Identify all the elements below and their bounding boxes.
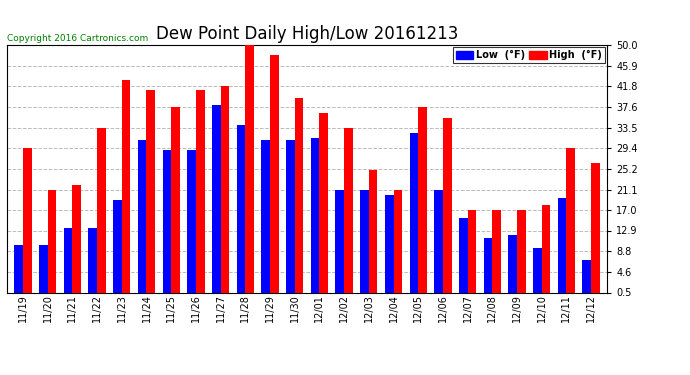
Bar (14, 245, 23, 295)
Bar (335, 190, 344, 295)
Legend: Low  (°F), High  (°F): Low (°F), High (°F) (453, 47, 605, 63)
Bar (270, 55, 279, 295)
Bar (262, 140, 270, 295)
Bar (591, 162, 600, 295)
Bar (23, 148, 32, 295)
Bar (163, 150, 171, 295)
Bar (48, 189, 57, 295)
Bar (72, 185, 81, 295)
Bar (393, 190, 402, 295)
Bar (121, 80, 130, 295)
Bar (385, 195, 393, 295)
Bar (138, 140, 146, 295)
Bar (88, 228, 97, 295)
Bar (39, 245, 48, 295)
Bar (97, 128, 106, 295)
Bar (237, 125, 245, 295)
Bar (533, 248, 542, 295)
Text: Copyright 2016 Cartronics.com: Copyright 2016 Cartronics.com (7, 33, 148, 42)
Bar (558, 198, 566, 295)
Bar (187, 150, 196, 295)
Bar (245, 45, 254, 295)
Bar (113, 200, 121, 295)
Bar (459, 217, 468, 295)
Bar (212, 105, 221, 295)
Bar (344, 128, 353, 295)
Title: Dew Point Daily High/Low 20161213: Dew Point Daily High/Low 20161213 (156, 26, 458, 44)
Bar (517, 210, 526, 295)
Bar (196, 90, 204, 295)
Bar (171, 107, 180, 295)
Bar (542, 205, 551, 295)
Bar (310, 138, 319, 295)
Bar (410, 132, 418, 295)
Bar (360, 190, 369, 295)
Bar (509, 235, 517, 295)
Bar (221, 86, 229, 295)
Bar (493, 210, 501, 295)
Bar (319, 112, 328, 295)
Bar (63, 228, 72, 295)
Bar (582, 260, 591, 295)
Bar (443, 117, 451, 295)
Bar (286, 140, 295, 295)
Bar (468, 210, 476, 295)
Bar (484, 237, 493, 295)
Bar (566, 148, 575, 295)
Bar (295, 98, 304, 295)
Bar (369, 170, 377, 295)
Bar (434, 190, 443, 295)
Bar (418, 107, 427, 295)
Bar (146, 90, 155, 295)
